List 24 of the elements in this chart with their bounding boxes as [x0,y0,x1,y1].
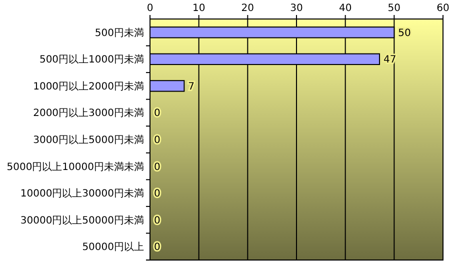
data-label: 0 [154,215,160,226]
y-tick-label: 500円未満 [94,26,144,39]
y-tick-label: 5000円以上10000円未満未満 [6,160,144,173]
y-tick-label: 2000円以上3000円未満 [33,107,144,120]
data-label: 7 [188,81,195,92]
data-label: 0 [154,242,160,254]
x-tick-label: 50 [388,3,401,14]
data-label: 0 [154,162,160,173]
y-tick-label: 10000円以上30000円未満 [20,188,144,200]
y-tick-label: 30000円以上50000円未満 [20,214,144,226]
y-tick-label: 1000円以上2000円未満 [33,80,144,92]
data-label: 50 [398,28,411,39]
x-tick-label: 60 [436,3,450,14]
y-tick-label: 500円以上1000円未満 [39,54,144,66]
y-tick-label: 3000円以上5000円未満 [33,134,144,146]
data-label: 0 [154,188,160,200]
data-label: 0 [154,108,160,120]
x-tick-label: 30 [290,3,303,14]
x-tick-label: 40 [338,3,352,14]
x-tick-label: 20 [241,3,254,14]
x-tick-label: 10 [192,3,206,14]
x-tick-label: 0 [146,3,154,14]
data-label: 0 [154,135,160,146]
y-tick-label: 50000円以上 [82,241,144,254]
